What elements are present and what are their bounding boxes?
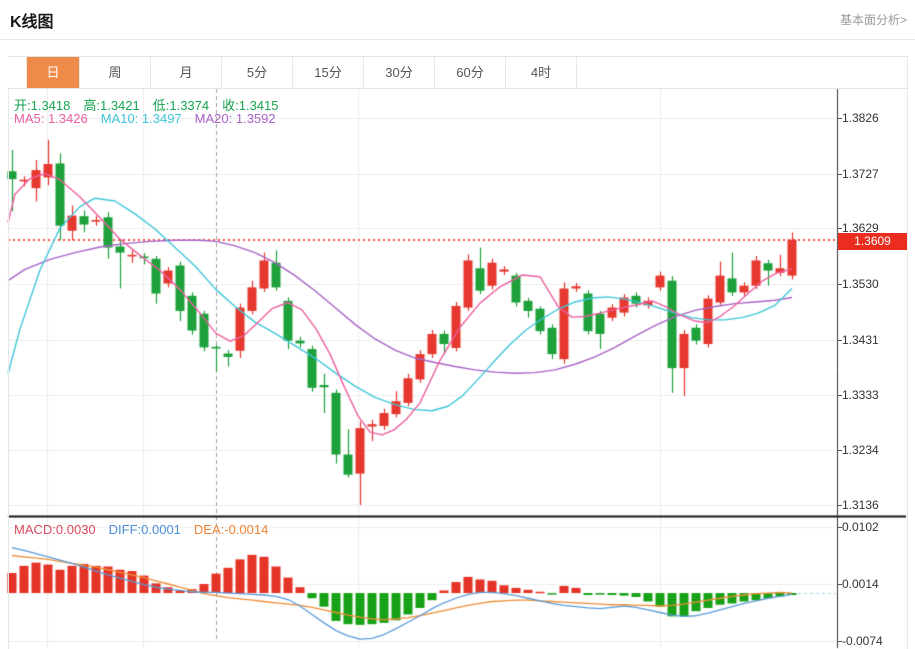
tab-period-7[interactable]: 4时	[506, 57, 577, 88]
header-divider	[0, 39, 915, 40]
ohlc-row-高: 高:1.3421	[83, 98, 140, 113]
tab-period-3[interactable]: 5分	[222, 57, 293, 88]
price-axis: 1.3826 1.3727 1.3629 1.3530 1.3431 1.3333 1.32…	[838, 89, 906, 649]
price-tick-5: 1.3333	[842, 387, 879, 402]
ohlc-row-收: 收:1.3415	[222, 98, 279, 113]
tab-period-0[interactable]: 日	[27, 57, 80, 88]
price-tick-6-tickmark	[838, 450, 842, 452]
price-tick-2: 1.3629	[842, 221, 879, 236]
macd-row-MACD: MACD:0.0030	[14, 522, 96, 537]
tab-period-5[interactable]: 30分	[364, 57, 435, 88]
macd-tick-1-tickmark	[838, 584, 842, 585]
macd-tick-2: -0.0074	[842, 634, 883, 648]
price-tick-3-tickmark	[838, 284, 842, 286]
macd-tick-0-tickmark	[838, 527, 842, 528]
ohlc-readout-row: 开:1.3418 高:1.3421 低:1.3374 收:1.3415	[14, 95, 292, 114]
tab-period-2[interactable]: 月	[151, 57, 222, 88]
price-tick-4-tickmark	[838, 339, 842, 341]
macd-row-DIFF: DIFF:0.0001	[108, 522, 181, 537]
price-tick-7-tickmark	[838, 505, 842, 506]
ohlc-row-低: 低:1.3374	[152, 98, 210, 113]
price-tick-1-tickmark	[838, 173, 842, 175]
price-tick-1: 1.3727	[842, 166, 879, 181]
price-tick-4: 1.3431	[842, 332, 879, 347]
ma-readout-row: MA5: 1.3426 MA10: 1.3497 MA20: 1.3592	[14, 111, 289, 126]
page-title: K线图	[10, 14, 54, 31]
macd-readout-row: MACD:0.0030 DIFF:0.0001 DEA:-0.0014	[14, 522, 281, 537]
fundamental-analysis-link[interactable]: 基本面分析>	[839, 13, 907, 27]
price-tick-5-tickmark	[838, 394, 842, 396]
tab-period-6[interactable]: 60分	[435, 57, 506, 88]
macd-tick-1: 0.0014	[842, 577, 879, 591]
price-tick-7: 1.3136	[842, 498, 879, 512]
price-tick-6: 1.3234	[842, 443, 879, 458]
macd-tick-0: 0.0102	[842, 520, 879, 534]
macd-tick-2-tickmark	[838, 641, 842, 642]
price-tick-0-tickmark	[838, 118, 842, 119]
macd-row-DEA: DEA:-0.0014	[193, 522, 269, 537]
price-tick-3: 1.3530	[842, 277, 879, 292]
current-price-badge: 1.3609	[838, 233, 907, 250]
chart-frame	[8, 56, 908, 649]
ma-row-MA20: MA20: 1.3592	[194, 111, 276, 126]
ohlc-row-开: 开:1.3418	[14, 98, 71, 113]
ma-row-MA5: MA5: 1.3426	[14, 111, 88, 126]
tab-spacer	[8, 57, 27, 88]
price-tick-2-tickmark	[838, 228, 842, 230]
ma-row-MA10: MA10: 1.3497	[100, 111, 182, 126]
period-tabbar: 日周月 5分 15分 30分 60分 4时	[8, 56, 907, 89]
tab-period-1[interactable]: 周	[80, 57, 151, 88]
price-tick-0: 1.3826	[842, 111, 879, 125]
tab-period-4[interactable]: 15分	[293, 57, 364, 88]
